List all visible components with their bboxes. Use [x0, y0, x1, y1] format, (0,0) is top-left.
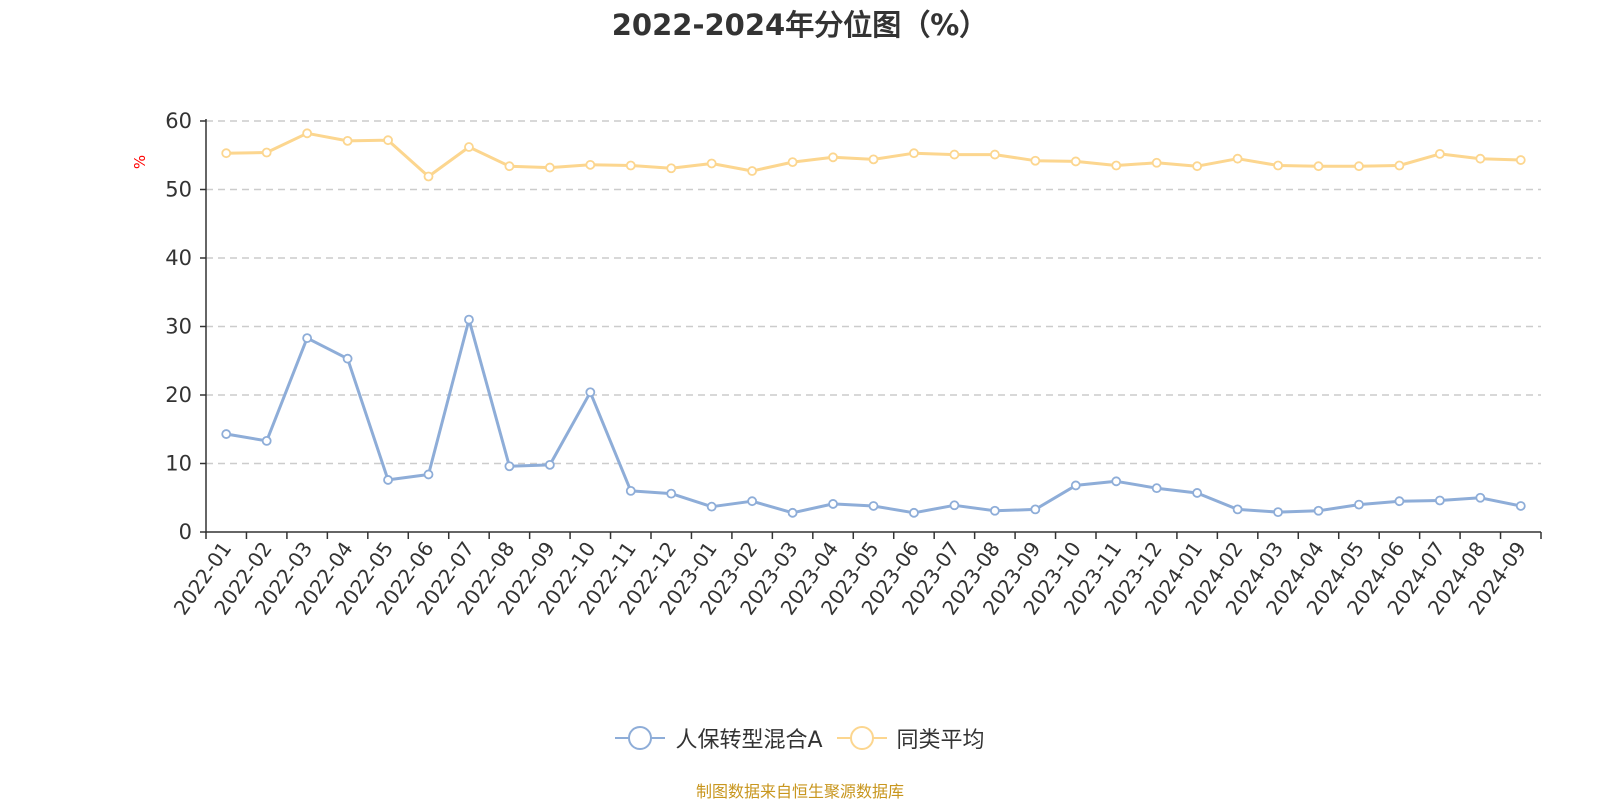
data-point-series-1 — [1475, 492, 1486, 503]
data-point-series-2 — [1030, 155, 1041, 166]
legend-item-series-2[interactable]: 同类平均 — [836, 722, 985, 754]
data-point-series-2 — [1232, 153, 1243, 164]
data-point-series-2 — [1192, 161, 1203, 172]
data-point-series-1 — [625, 485, 636, 496]
data-point-series-1 — [747, 496, 758, 507]
data-point-series-2 — [423, 171, 434, 182]
data-point-series-1 — [1515, 501, 1526, 511]
data-point-series-2 — [1070, 156, 1081, 167]
data-point-series-2 — [585, 159, 596, 170]
data-point-series-1 — [1434, 495, 1445, 506]
data-point-series-1 — [949, 500, 960, 511]
legend-line-circle-icon — [836, 726, 887, 750]
data-point-series-2 — [666, 163, 677, 174]
data-point-series-1 — [1313, 505, 1324, 516]
data-point-series-2 — [1313, 161, 1324, 172]
data-point-series-1 — [666, 488, 677, 499]
data-point-series-1 — [989, 505, 1000, 516]
y-tick-label: 50 — [165, 178, 192, 202]
data-point-series-2 — [868, 154, 879, 165]
data-point-series-1 — [585, 387, 596, 398]
data-point-series-1 — [909, 507, 919, 518]
data-point-series-2 — [1111, 160, 1122, 171]
data-point-series-1 — [828, 499, 838, 509]
source-note: 制图数据来自恒生聚源数据库 — [695, 782, 904, 801]
data-point-series-2 — [544, 162, 555, 173]
data-point-series-1 — [504, 461, 515, 472]
legend: 人保转型混合A 同类平均 — [0, 722, 1600, 754]
y-tick-label: 0 — [179, 520, 192, 544]
data-point-series-2 — [828, 152, 838, 163]
y-tick-label: 20 — [165, 383, 192, 407]
data-point-series-1 — [464, 314, 474, 325]
data-point-series-1 — [342, 353, 353, 364]
data-point-series-2 — [221, 148, 232, 159]
series-line-1 — [225, 318, 1522, 515]
data-point-series-2 — [261, 147, 272, 158]
data-point-series-2 — [1434, 148, 1445, 159]
y-tick-label: 10 — [165, 452, 192, 476]
data-point-series-2 — [787, 157, 798, 168]
y-tick-label: 30 — [165, 315, 192, 339]
data-point-series-2 — [302, 128, 313, 139]
data-point-series-1 — [1192, 488, 1203, 498]
data-point-series-2 — [1515, 155, 1526, 165]
data-point-series-2 — [383, 135, 393, 146]
legend-label-series-2: 同类平均 — [896, 728, 985, 753]
data-point-series-2 — [1394, 160, 1405, 171]
data-point-series-2 — [1354, 161, 1364, 172]
y-tick-label: 60 — [165, 109, 192, 133]
data-point-series-1 — [1394, 496, 1405, 507]
data-point-series-2 — [1151, 157, 1162, 168]
legend-line-circle-icon — [615, 726, 666, 750]
axes: 01020304050602022-012022-022022-032022-0… — [165, 109, 1542, 619]
data-point-series-2 — [989, 149, 1000, 160]
data-point-series-1 — [383, 475, 393, 485]
data-point-series-1 — [706, 501, 717, 512]
data-point-series-1 — [1070, 480, 1081, 491]
chart-title: 2022-2024年分位图（%） — [611, 8, 989, 42]
data-point-series-1 — [1151, 483, 1162, 494]
data-point-series-1 — [1232, 504, 1243, 515]
data-point-series-2 — [1273, 160, 1283, 171]
data-point-series-2 — [504, 161, 515, 172]
data-point-series-1 — [544, 459, 555, 470]
data-point-series-1 — [1111, 476, 1122, 487]
data-point-series-2 — [949, 149, 960, 160]
data-point-series-1 — [787, 507, 798, 518]
grid-lines — [206, 120, 1541, 465]
data-point-series-2 — [706, 158, 717, 169]
data-point-series-2 — [909, 148, 919, 159]
legend-item-series-1[interactable]: 人保转型混合A — [615, 722, 823, 754]
data-point-series-1 — [261, 435, 272, 446]
data-point-series-1 — [868, 501, 879, 511]
y-axis-unit-label: % — [131, 155, 149, 169]
data-point-series-1 — [1273, 507, 1283, 518]
data-point-series-2 — [464, 142, 474, 152]
data-point-series-1 — [221, 429, 232, 439]
legend-label-series-1: 人保转型混合A — [675, 728, 823, 753]
series-lines — [221, 128, 1526, 518]
y-tick-label: 40 — [165, 246, 192, 270]
data-point-series-1 — [423, 469, 434, 480]
data-point-series-2 — [342, 135, 353, 146]
data-point-series-1 — [1030, 504, 1041, 515]
data-point-series-1 — [1354, 499, 1364, 510]
data-point-series-2 — [747, 166, 758, 176]
data-point-series-1 — [302, 333, 313, 344]
data-point-series-2 — [625, 160, 636, 171]
data-point-series-2 — [1475, 153, 1486, 164]
